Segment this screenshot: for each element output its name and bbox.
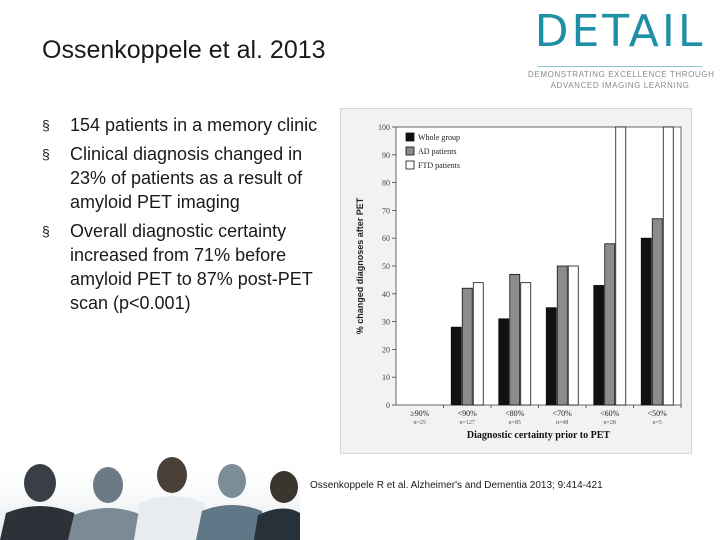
bullet-list: § 154 patients in a memory clinic § Clin… [42,113,322,320]
logo-word: DETAIL [534,6,706,57]
bullet-text: 154 patients in a memory clinic [70,115,318,135]
bullet-text: Overall diagnostic certainty increased f… [70,221,313,313]
bar [651,218,663,406]
bullet-item: § 154 patients in a memory clinic [42,113,322,137]
logo-tagline-1: DEMONSTRATING EXCELLENCE THROUGH [528,70,715,79]
bar [472,282,484,406]
legend-swatch [405,132,415,142]
legend-label: Whole group [418,133,460,142]
x-tick-count-label: n=25 [414,420,426,426]
x-tick-count-label: n=85 [509,420,521,426]
legend-swatch [405,146,415,156]
y-tick-label: 30 [382,318,390,327]
x-axis-label: Diagnostic certainty prior to PET [467,430,610,441]
x-tick-label: ≥90% [410,409,429,418]
chart-panel: 0 10 20 30 40 50 60 70 80 90 100 % changed diagnose… [340,108,692,454]
bullet-item: § Clinical diagnosis changed in 23% of p… [42,142,322,214]
bar-chart: 0 10 20 30 40 50 60 70 80 90 100 % changed diagnose… [355,123,682,441]
bar [545,307,557,406]
y-tick-label: 20 [382,345,390,354]
legend-label: AD patients [418,147,456,156]
y-tick-label: 50 [382,262,390,271]
logo-divider [538,66,702,67]
y-tick-label: 70 [382,206,390,215]
logo-tagline-2: ADVANCED IMAGING LEARNING [550,81,690,90]
y-axis-label: % changed diagnoses after PET [355,197,365,334]
y-tick-label: 100 [378,123,390,132]
bar [520,282,532,406]
medical-team-photo [0,455,300,540]
bar [604,243,616,406]
y-tick-label: 90 [382,151,390,160]
x-tick-count-label: n=127 [460,420,475,426]
bullet-item: § Overall diagnostic certainty increased… [42,219,322,315]
x-tick-count-label: n=5 [653,420,662,426]
bar [556,265,568,406]
x-tick-label: <60% [600,409,620,418]
x-tick-label: <70% [553,409,573,418]
bar [640,237,652,406]
plot-area [395,126,682,406]
legend-swatch [405,160,415,170]
x-tick-count-label: n=28 [604,420,616,426]
bar [567,265,579,406]
y-tick-label: 80 [382,179,390,188]
bar [450,326,462,406]
x-tick-label: <50% [648,409,668,418]
bar [593,285,605,406]
bar [509,273,521,406]
bullet-text: Clinical diagnosis changed in 23% of pat… [70,144,303,212]
bar [662,126,674,406]
x-tick-label: <90% [458,409,478,418]
legend-label: FTD patients [418,161,460,170]
bar [498,318,510,406]
y-tick-label: 40 [382,290,390,299]
bullet-marker-icon: § [42,223,50,239]
y-tick-label: 10 [382,373,390,382]
x-tick-count-label: n=48 [556,420,568,426]
y-tick-label: 60 [382,234,390,243]
detail-logo: DETAIL DEMONSTRATING EXCELLENCE THROUGH … [528,6,715,91]
bar [461,287,473,406]
slide-title: Ossenkoppele et al. 2013 [42,36,326,64]
x-tick-label: <80% [505,409,525,418]
bullet-marker-icon: § [42,146,50,162]
citation: Ossenkoppele R et al. Alzheimer's and De… [310,480,603,491]
y-tick-label: 0 [386,401,390,410]
bullet-marker-icon: § [42,117,50,133]
bar [615,126,627,406]
